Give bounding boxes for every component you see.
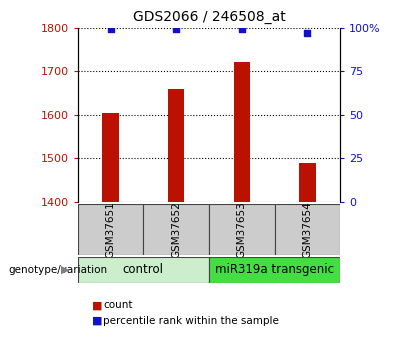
Point	[239, 27, 245, 32]
Text: control: control	[123, 264, 164, 276]
Bar	[78, 204, 143, 255]
Text: count: count	[103, 300, 132, 310]
Text: GSM37654: GSM37654	[302, 201, 312, 258]
Point	[304, 30, 311, 36]
Bar	[209, 204, 275, 255]
Text: GSM37653: GSM37653	[237, 201, 247, 258]
Text: percentile rank within the sample: percentile rank within the sample	[103, 316, 279, 326]
Text: genotype/variation: genotype/variation	[8, 265, 108, 275]
Text: ■: ■	[92, 316, 103, 326]
Title: GDS2066 / 246508_at: GDS2066 / 246508_at	[133, 10, 285, 24]
Bar	[234, 62, 250, 202]
Bar	[209, 257, 340, 283]
Bar	[275, 204, 340, 255]
Bar	[78, 257, 209, 283]
Point	[173, 27, 179, 32]
Bar	[102, 112, 119, 202]
Point	[107, 27, 114, 32]
Text: ▶: ▶	[61, 265, 69, 275]
Text: GSM37651: GSM37651	[105, 201, 116, 258]
Text: ■: ■	[92, 300, 103, 310]
Text: miR319a transgenic: miR319a transgenic	[215, 264, 334, 276]
Bar	[168, 89, 184, 202]
Bar	[143, 204, 209, 255]
Bar	[299, 162, 315, 202]
Text: GSM37652: GSM37652	[171, 201, 181, 258]
